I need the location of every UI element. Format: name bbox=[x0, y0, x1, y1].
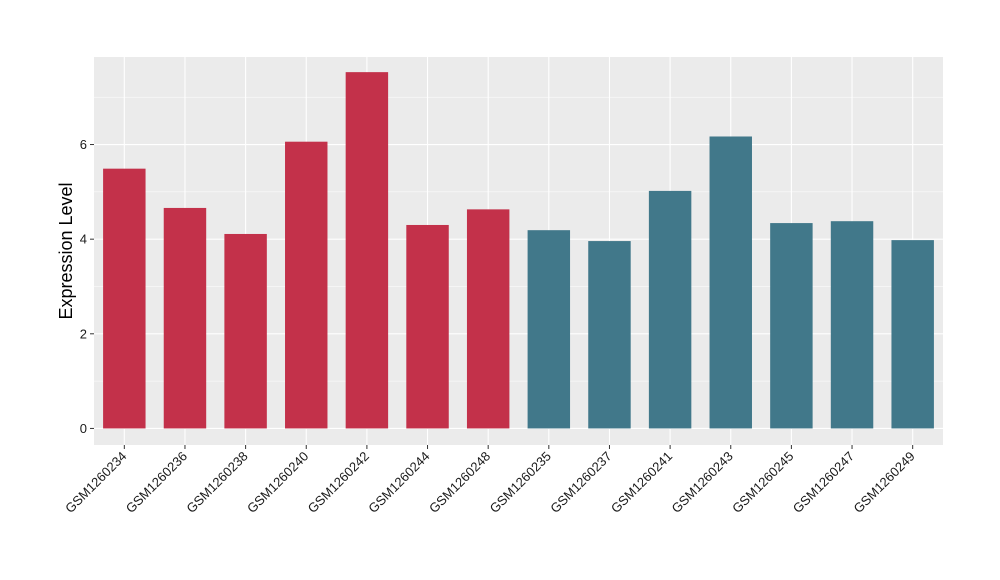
y-axis: 0 2 4 6 bbox=[80, 137, 94, 436]
bar-GSM1260244 bbox=[406, 224, 449, 429]
bar-GSM1260235 bbox=[527, 230, 571, 429]
x-tick-label: GSM1260234 bbox=[62, 449, 129, 516]
bar-GSM1260240 bbox=[285, 141, 328, 429]
x-tick-label: GSM1260249 bbox=[850, 449, 917, 516]
y-tick-label: 4 bbox=[80, 232, 87, 247]
bar-GSM1260245 bbox=[770, 223, 813, 429]
bar-GSM1260242 bbox=[345, 72, 389, 429]
bar-GSM1260237 bbox=[588, 241, 631, 429]
y-tick-label: 0 bbox=[80, 421, 87, 436]
bar-GSM1260247 bbox=[830, 221, 874, 429]
x-tick-label: GSM1260235 bbox=[487, 449, 554, 516]
bar-GSM1260236 bbox=[163, 207, 207, 429]
x-tick-label: GSM1260248 bbox=[426, 449, 493, 516]
x-tick-label: GSM1260245 bbox=[729, 449, 796, 516]
y-axis-title: Expression Level bbox=[56, 182, 76, 319]
panel-background bbox=[94, 57, 943, 445]
y-tick-label: 2 bbox=[80, 326, 87, 341]
x-tick-label: GSM1260244 bbox=[365, 449, 432, 516]
x-tick-label: GSM1260242 bbox=[305, 449, 372, 516]
bar-GSM1260241 bbox=[648, 190, 692, 429]
x-axis: GSM1260234GSM1260236GSM1260238GSM1260240… bbox=[62, 445, 918, 516]
x-tick-label: GSM1260243 bbox=[669, 449, 736, 516]
bar-GSM1260234 bbox=[103, 168, 146, 429]
bars bbox=[103, 72, 934, 429]
x-tick-label: GSM1260247 bbox=[790, 449, 857, 516]
bar-GSM1260248 bbox=[466, 209, 510, 429]
x-tick-label: GSM1260236 bbox=[123, 449, 190, 516]
x-tick-label: GSM1260241 bbox=[608, 449, 675, 516]
x-tick-label: GSM1260238 bbox=[183, 449, 250, 516]
bar-GSM1260249 bbox=[891, 240, 934, 429]
bar-GSM1260238 bbox=[224, 233, 267, 429]
x-tick-label: GSM1260237 bbox=[547, 449, 614, 516]
y-tick-label: 6 bbox=[80, 137, 87, 152]
bar-GSM1260243 bbox=[709, 136, 752, 429]
x-tick-label: GSM1260240 bbox=[244, 449, 311, 516]
